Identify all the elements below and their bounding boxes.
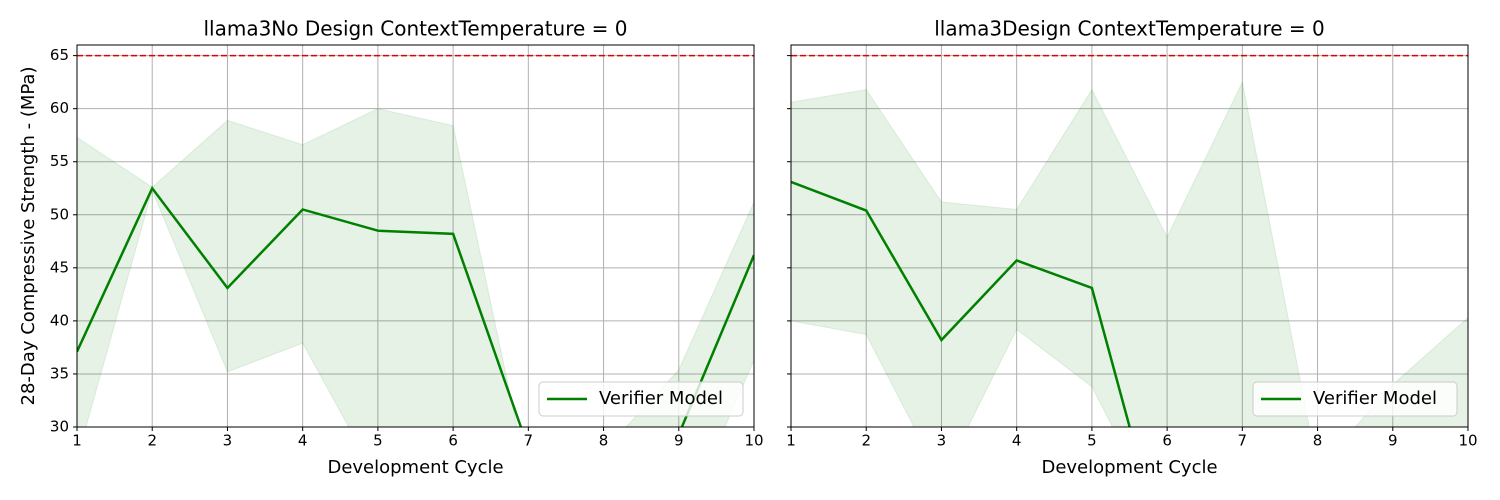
line <box>791 180 1131 427</box>
x-tick-label: 3 <box>937 432 947 450</box>
legend-label: Verifier Model <box>1313 388 1437 409</box>
x-tick-label: 6 <box>1162 432 1172 450</box>
x-tick-label: 10 <box>744 432 763 450</box>
legend-label: Verifier Model <box>599 388 723 409</box>
x-tick-label: 8 <box>1313 432 1323 450</box>
confidence-band <box>77 108 754 427</box>
axes-frame <box>76 44 755 428</box>
plot-area <box>77 45 754 427</box>
y-tick-label: 60 <box>50 99 69 117</box>
x-tick-label: 4 <box>1012 432 1022 450</box>
x-tick-label: 1 <box>786 432 796 450</box>
y-tick-label: 35 <box>50 364 69 382</box>
x-tick-label: 2 <box>147 432 157 450</box>
plot-area <box>791 45 1468 427</box>
x-axis-label: Development Cycle <box>327 457 503 478</box>
chart-title: llama3No Design ContextTemperature = 0 <box>203 17 627 41</box>
y-tick-label: 65 <box>50 46 69 64</box>
y-tick-label: 55 <box>50 152 69 170</box>
x-tick-label: 9 <box>1388 432 1398 450</box>
confidence-band <box>791 80 1468 427</box>
axes-frame <box>790 44 1469 428</box>
x-axis-label: Development Cycle <box>1041 457 1217 478</box>
y-tick-label: 45 <box>50 258 69 276</box>
x-tick-label: 10 <box>1458 432 1477 450</box>
y-tick-label: 40 <box>50 311 69 329</box>
x-tick-label: 1 <box>72 432 82 450</box>
x-tick-label: 6 <box>448 432 458 450</box>
x-tick-label: 5 <box>1087 432 1097 450</box>
y-tick-label: 50 <box>50 205 69 223</box>
x-tick-label: 2 <box>861 432 871 450</box>
x-tick-label: 3 <box>223 432 233 450</box>
x-tick-label: 4 <box>298 432 308 450</box>
x-tick-label: 7 <box>524 432 534 450</box>
legend-box <box>538 381 744 417</box>
chart-title: llama3Design ContextTemperature = 0 <box>934 17 1324 41</box>
legend-box <box>1252 381 1458 417</box>
x-tick-label: 5 <box>373 432 383 450</box>
x-tick-label: 7 <box>1238 432 1248 450</box>
x-tick-label: 9 <box>674 432 684 450</box>
x-tick-label: 8 <box>599 432 609 450</box>
y-tick-label: 30 <box>50 418 69 436</box>
y-axis-label: 28-Day Compressive Strength - (MPa) <box>18 67 39 406</box>
